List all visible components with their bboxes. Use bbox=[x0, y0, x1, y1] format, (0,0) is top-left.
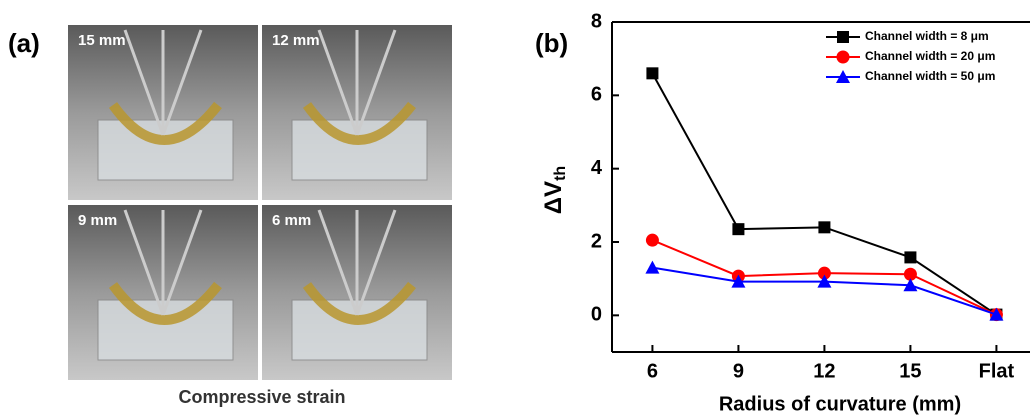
y-tick-label: 8 bbox=[591, 10, 602, 32]
y-tick-label: 2 bbox=[591, 230, 602, 252]
y-tick-label: 6 bbox=[591, 84, 602, 106]
marker bbox=[837, 31, 849, 43]
photo-label: 6 mm bbox=[272, 212, 311, 229]
legend-label: Channel width = 20 μm bbox=[865, 49, 995, 63]
y-label-sub: th bbox=[552, 166, 569, 181]
marker bbox=[904, 251, 916, 263]
x-tick-label: 9 bbox=[733, 360, 744, 382]
marker bbox=[646, 234, 659, 247]
marker bbox=[645, 261, 659, 274]
marker bbox=[837, 51, 850, 64]
x-tick-label: 12 bbox=[813, 360, 835, 382]
legend-label: Channel width = 8 μm bbox=[865, 29, 989, 43]
x-tick-label: Flat bbox=[979, 360, 1015, 382]
figure: (a) Compressive strain (b) Radius of cur… bbox=[0, 0, 1030, 416]
caption: Compressive strain bbox=[178, 387, 345, 407]
marker bbox=[646, 67, 658, 79]
y-label-main: ΔV bbox=[540, 181, 567, 214]
panel-label: (b) bbox=[535, 28, 568, 58]
photo-label: 15 mm bbox=[78, 32, 126, 49]
y-tick-label: 0 bbox=[591, 304, 602, 326]
x-axis-label: Radius of curvature (mm) bbox=[719, 393, 961, 415]
x-tick-label: 6 bbox=[647, 360, 658, 382]
marker bbox=[732, 223, 744, 235]
photo-label: 9 mm bbox=[78, 212, 117, 229]
y-tick-label: 4 bbox=[591, 157, 603, 179]
marker bbox=[818, 221, 830, 233]
y-axis-label: ΔVth bbox=[540, 166, 569, 214]
legend-label: Channel width = 50 μm bbox=[865, 69, 995, 83]
photo-label: 12 mm bbox=[272, 32, 320, 49]
panel-label: (a) bbox=[8, 28, 40, 58]
x-tick-label: 15 bbox=[899, 360, 921, 382]
